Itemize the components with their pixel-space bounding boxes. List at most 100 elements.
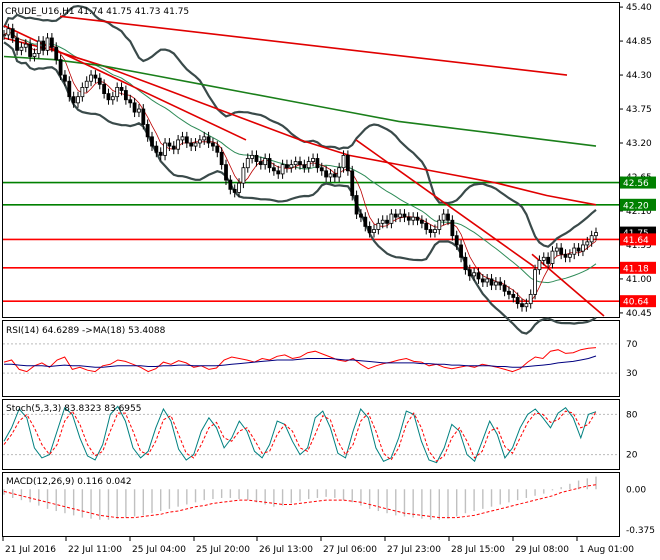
candle-body <box>250 154 255 159</box>
price-plot <box>2 4 619 335</box>
candle-body <box>424 222 429 230</box>
candle-body <box>224 164 228 181</box>
candle-body <box>6 28 11 36</box>
candle-body <box>567 253 572 258</box>
price-panel-frame <box>2 2 620 318</box>
rsi-panel-frame <box>2 320 620 397</box>
candle-body <box>507 290 511 295</box>
rsi-plot: 70 30 <box>3 340 638 379</box>
macd-panel-frame <box>2 472 620 537</box>
candle-body <box>528 293 533 305</box>
candle-body <box>594 232 598 237</box>
rsi-y-tick-label: 30 <box>626 369 638 379</box>
macd-plot: 0.00 -0.375 <box>3 476 655 536</box>
stoch-y-tick-label: 20 <box>626 451 638 461</box>
candle-body <box>215 145 220 153</box>
candle-body <box>550 250 555 264</box>
candle-body <box>58 59 63 76</box>
price-y-tick-label: 43.20 <box>626 139 652 149</box>
candle-body <box>211 142 215 147</box>
candle-body <box>450 219 455 237</box>
candle-body <box>315 158 320 169</box>
candle-body <box>23 43 28 48</box>
candle-body <box>89 74 93 82</box>
candle-body <box>467 269 472 277</box>
candle-body <box>119 87 124 91</box>
candle-body <box>354 195 359 215</box>
price-level-label: 41.64 <box>623 236 649 246</box>
candle-body <box>276 170 281 175</box>
candle-body <box>415 216 420 221</box>
candle-body <box>193 142 198 147</box>
candle-body <box>446 213 450 221</box>
price-level-label: 41.18 <box>623 264 649 274</box>
bollinger-lower-band <box>3 41 597 335</box>
candle-body <box>232 188 237 193</box>
candle-body <box>241 167 246 184</box>
candle-body <box>476 272 481 280</box>
price-y-tick-label: 44.85 <box>626 37 652 47</box>
price-y-tick-label: 41.55 <box>626 241 652 251</box>
price-level-badge <box>620 176 656 189</box>
rsi-series-line <box>4 355 597 368</box>
candle-body <box>298 161 302 166</box>
candle-body <box>32 53 37 57</box>
candle-body <box>237 182 241 193</box>
candle-body <box>480 278 485 283</box>
stoch-plot: 80 20 <box>3 405 638 464</box>
candle-body <box>306 161 311 169</box>
candle-body <box>411 216 416 221</box>
candle-body <box>563 253 568 258</box>
candle-body <box>271 167 276 172</box>
candle-body <box>97 77 102 85</box>
candle-body <box>110 96 115 101</box>
candle-body <box>363 216 368 227</box>
time-tick-label: 22 Jul 11:00 <box>68 545 122 555</box>
candle-body <box>154 145 159 153</box>
price-y-tick-label: 45.40 <box>626 3 652 13</box>
candle-body <box>515 297 520 305</box>
price-y-tick-label: 42.10 <box>626 207 652 217</box>
candle-body <box>15 37 19 51</box>
time-tick-label: 25 Jul 04:00 <box>132 545 186 555</box>
candle-body <box>245 158 250 169</box>
time-tick-label: 26 Jul 13:00 <box>259 545 313 555</box>
candle-body <box>576 247 581 252</box>
candle-body <box>71 96 76 104</box>
candle-body <box>67 80 72 98</box>
candle-body <box>537 259 542 271</box>
candle-body <box>502 284 507 292</box>
stoch-series-line <box>3 405 597 464</box>
candle-body <box>132 102 137 113</box>
candle-body <box>206 136 211 144</box>
candle-body <box>128 99 133 104</box>
candle-body <box>293 161 298 166</box>
candle-body <box>332 173 337 178</box>
candle-body <box>228 179 233 190</box>
candle-body <box>585 241 590 246</box>
candle-body <box>36 40 41 54</box>
upper-channel-line <box>59 15 568 76</box>
candle-body <box>180 136 185 141</box>
candle-body <box>520 303 524 308</box>
time-tick-label: 1 Aug 01:00 <box>579 545 634 555</box>
candle-body <box>437 219 442 230</box>
rsi-title: RSI(14) 64.6289 ->MA(18) 53.4088 <box>6 326 166 336</box>
candle-body <box>167 142 172 147</box>
downtrend-line <box>355 139 535 268</box>
panel-frames <box>2 2 620 537</box>
candle-body <box>63 74 67 82</box>
time-tick-label: 28 Jul 15:00 <box>451 545 505 555</box>
candle-body <box>84 80 89 88</box>
macd-y-tick-label: -0.375 <box>626 526 655 536</box>
stoch-series-line <box>3 410 597 462</box>
candle-body <box>341 154 346 169</box>
time-tick-label: 25 Jul 20:00 <box>196 545 250 555</box>
candle-body <box>158 151 163 156</box>
candle-body <box>463 256 468 271</box>
candle-body <box>54 46 59 61</box>
candle-body <box>184 136 189 144</box>
candle-body <box>524 303 529 308</box>
candle-body <box>150 136 154 147</box>
